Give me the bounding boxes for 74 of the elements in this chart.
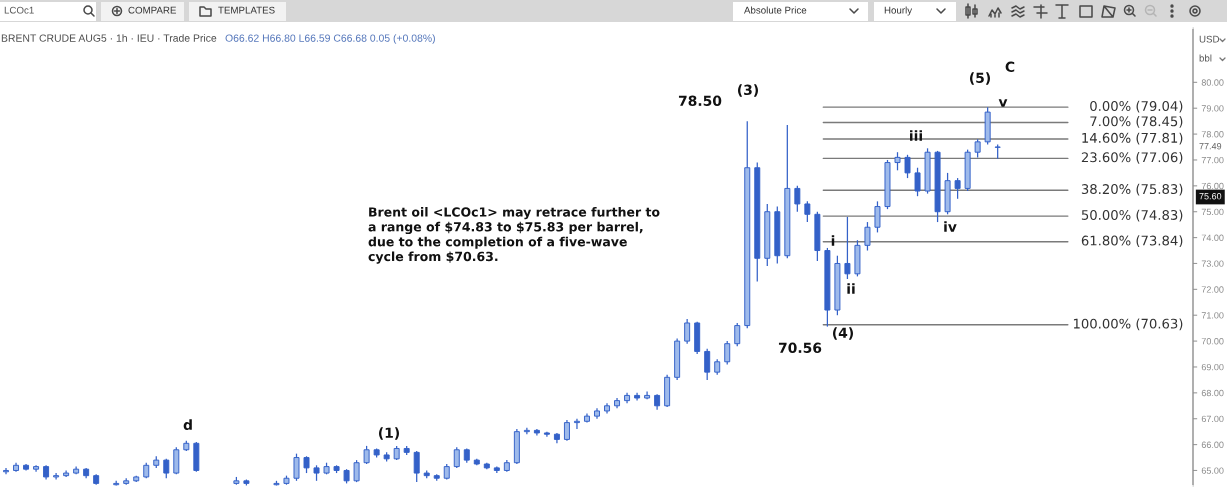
annotation: (1) xyxy=(379,427,399,440)
annotation: i xyxy=(831,235,835,246)
text: COMPARE xyxy=(128,6,177,14)
candlestick xyxy=(523,427,530,435)
candlestick xyxy=(904,154,911,179)
candlestick xyxy=(413,450,420,483)
annotation: v xyxy=(998,99,1008,107)
ref-line-label: 23.60% (77.06) xyxy=(1081,152,1183,164)
text: LCOc1 xyxy=(4,6,34,14)
y-tick-label: 75.00 xyxy=(1201,208,1224,216)
annotation: (4) xyxy=(833,327,853,340)
ref-line-label: 50.00% (74.83) xyxy=(1081,209,1183,222)
y-tick-label: 79.00 xyxy=(1201,105,1224,112)
candlestick xyxy=(914,167,921,197)
y-tick-label: 77.00 xyxy=(1201,156,1224,164)
annotation: (3) xyxy=(738,84,758,97)
annotation: d xyxy=(183,419,192,431)
candlestick xyxy=(864,221,871,252)
text: Absolute Price xyxy=(744,6,807,14)
candlestick xyxy=(173,446,180,475)
candlestick xyxy=(794,185,801,213)
y-tick-label: 68.00 xyxy=(1201,389,1224,397)
ref-line-label: 0.00% (79.04) xyxy=(1090,100,1183,113)
ref-line-label: 14.60% (77.81) xyxy=(1082,132,1183,145)
candlestick xyxy=(53,472,60,481)
y-tick-label: 65.00 xyxy=(1201,467,1224,474)
y-tick-label: 78.00 xyxy=(1201,131,1224,138)
y-tick-label: 72.00 xyxy=(1201,286,1224,293)
ref-line-label: 61.80% (73.84) xyxy=(1081,235,1183,248)
text: USD xyxy=(1199,35,1220,43)
text: TEMPLATES xyxy=(218,6,275,14)
candlestick xyxy=(293,453,300,482)
candlestick xyxy=(563,419,570,442)
text: O66.62 H66.80 L66.59 C66.68 0.05 (+0.08%) xyxy=(225,34,435,44)
y-tick-label: 66.00 xyxy=(1201,441,1224,448)
y-tick-label: 76.00 xyxy=(1201,182,1224,190)
y-tick-label: 74.00 xyxy=(1201,234,1224,241)
ref-line-label: 100.00% (70.63) xyxy=(1073,318,1183,331)
y-tick-label: 71.00 xyxy=(1201,312,1224,319)
text: 75.60 xyxy=(1199,193,1222,200)
candlestick xyxy=(453,446,460,469)
annotation: iii xyxy=(910,130,922,141)
candlestick xyxy=(573,418,580,430)
ref-line-label: 38.20% (75.83) xyxy=(1081,183,1183,196)
ref-line-label: 7.00% (78.45) xyxy=(1090,116,1183,128)
candlestick xyxy=(804,200,811,223)
text: 77.49 xyxy=(1199,143,1222,150)
annotation: 70.56 xyxy=(778,342,822,354)
candlestick xyxy=(363,445,370,465)
annotation: 78.50 xyxy=(678,95,722,107)
text: bbl xyxy=(1199,54,1212,62)
y-tick-label: 67.00 xyxy=(1201,415,1224,423)
candlestick xyxy=(954,177,961,200)
candlestick xyxy=(974,138,981,159)
annotation: iv xyxy=(944,221,957,232)
y-tick-label: 69.00 xyxy=(1201,363,1224,371)
annotation: (5) xyxy=(970,72,990,85)
y-tick-label: 73.00 xyxy=(1201,260,1224,267)
annotation: C xyxy=(1005,61,1015,73)
y-tick-label: 70.00 xyxy=(1201,338,1224,345)
candlestick xyxy=(353,459,360,483)
candlestick xyxy=(3,467,9,475)
candlestick xyxy=(874,200,881,234)
chart-title: BRENT CRUDE AUG5 · 1h · IEU · Trade Price xyxy=(1,34,217,42)
text: Hourly xyxy=(884,6,913,16)
annotation: ii xyxy=(847,283,855,294)
candlestick xyxy=(684,318,691,345)
candlestick xyxy=(894,151,901,171)
annotation: Brent oil <LCOc1> may retrace further to a range of $74.83 to $75.83 per barrel, due to the completion of a five-wave cycle from $70.63. xyxy=(368,207,660,264)
candlestick xyxy=(844,216,851,280)
candlestick xyxy=(704,348,711,381)
y-tick-label: 80.00 xyxy=(1201,79,1224,86)
candlestick xyxy=(724,340,731,366)
candlestick xyxy=(734,322,741,347)
